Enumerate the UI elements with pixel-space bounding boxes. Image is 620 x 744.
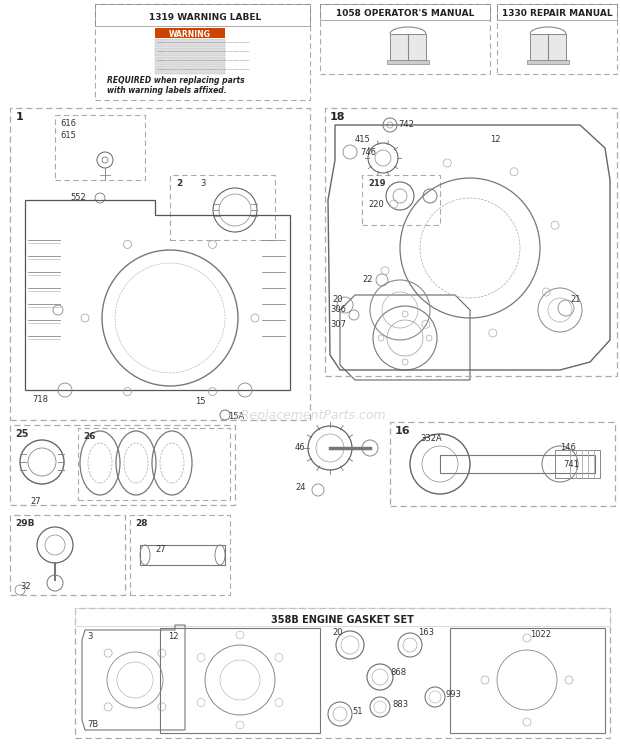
Text: 552: 552 [70, 193, 86, 202]
Text: 883: 883 [392, 700, 408, 709]
Text: —————————————————: ————————————————— [157, 40, 250, 45]
Text: 1: 1 [16, 112, 24, 122]
Polygon shape [155, 28, 225, 38]
Text: 868: 868 [390, 668, 406, 677]
Polygon shape [387, 60, 429, 64]
Text: 220: 220 [368, 200, 384, 209]
Text: 3: 3 [200, 179, 205, 188]
Text: 993: 993 [445, 690, 461, 699]
Text: 21: 21 [570, 295, 580, 304]
Text: 26: 26 [83, 432, 95, 441]
Text: 27: 27 [30, 497, 41, 506]
Text: 358B ENGINE GASKET SET: 358B ENGINE GASKET SET [270, 615, 414, 625]
Polygon shape [155, 48, 225, 56]
Text: 22: 22 [362, 275, 373, 284]
Text: 163: 163 [418, 628, 434, 637]
Text: 742: 742 [398, 120, 414, 129]
Text: 32: 32 [20, 582, 30, 591]
Text: 25: 25 [15, 429, 29, 439]
Polygon shape [155, 66, 225, 74]
Text: 746: 746 [360, 148, 376, 157]
Text: —————————————————: ————————————————— [157, 67, 250, 72]
Text: 1319 WARNING LABEL: 1319 WARNING LABEL [149, 13, 261, 22]
Text: 332A: 332A [420, 434, 441, 443]
Text: 146: 146 [560, 443, 576, 452]
Text: eReplacementParts.com: eReplacementParts.com [234, 408, 386, 422]
Text: 15A: 15A [228, 412, 244, 421]
Text: 616: 616 [60, 119, 76, 128]
Text: 18: 18 [330, 112, 345, 122]
Polygon shape [530, 34, 548, 60]
Text: 415: 415 [355, 135, 371, 144]
Polygon shape [548, 34, 566, 60]
Text: REQUIRED when replacing parts
with warning labels affixed.: REQUIRED when replacing parts with warni… [107, 76, 245, 95]
Text: —————————————————: ————————————————— [157, 49, 250, 54]
Text: 16: 16 [395, 426, 410, 436]
Text: 15: 15 [195, 397, 205, 406]
Polygon shape [408, 34, 426, 60]
Text: 306: 306 [330, 305, 346, 314]
Text: 1058 OPERATOR'S MANUAL: 1058 OPERATOR'S MANUAL [336, 10, 474, 19]
Text: WARNING: WARNING [169, 30, 211, 39]
Text: 2: 2 [176, 179, 182, 188]
Text: 46: 46 [295, 443, 306, 452]
Text: 7B: 7B [87, 720, 98, 729]
Text: 307: 307 [330, 320, 346, 329]
Text: 615: 615 [60, 131, 76, 140]
Text: 12: 12 [168, 632, 179, 641]
Text: 51: 51 [352, 707, 363, 716]
Text: —————————————————: ————————————————— [157, 58, 250, 63]
Text: 1330 REPAIR MANUAL: 1330 REPAIR MANUAL [502, 10, 613, 19]
Text: 27: 27 [155, 545, 166, 554]
Text: 20: 20 [332, 628, 342, 637]
Text: 1022: 1022 [530, 630, 551, 639]
Text: 12: 12 [490, 135, 500, 144]
Text: 219: 219 [368, 179, 386, 188]
Polygon shape [527, 60, 569, 64]
Text: 718: 718 [32, 395, 48, 404]
Text: 741: 741 [563, 460, 579, 469]
Text: 3: 3 [87, 632, 92, 641]
Text: 24: 24 [295, 483, 306, 492]
Polygon shape [155, 57, 225, 65]
Polygon shape [390, 34, 408, 60]
Text: 20: 20 [332, 295, 342, 304]
Text: 29B: 29B [15, 519, 35, 528]
Polygon shape [155, 39, 225, 47]
Text: 28: 28 [135, 519, 148, 528]
